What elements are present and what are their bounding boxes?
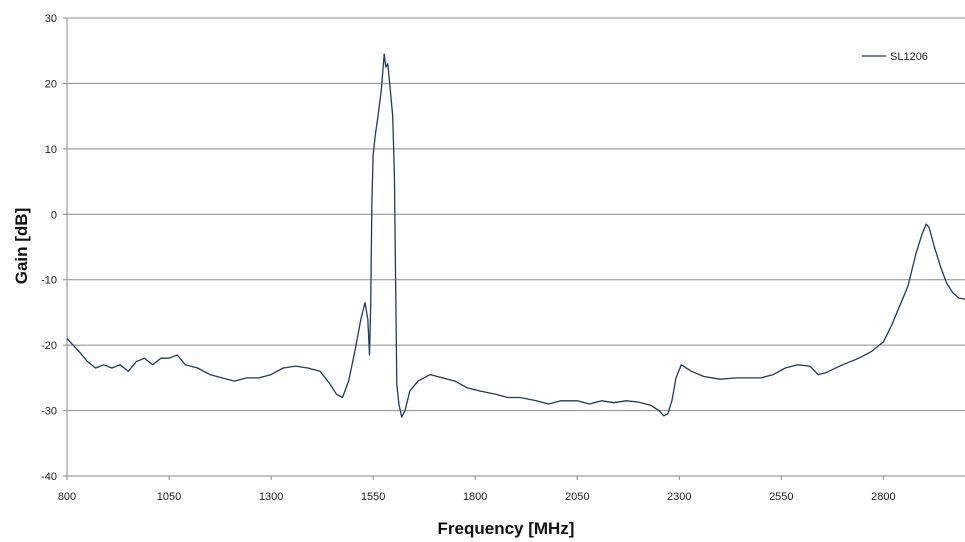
y-tick-label: 30 <box>45 13 57 25</box>
y-axis-title: Gain [dB] <box>12 208 31 285</box>
x-tick-label: 2550 <box>769 491 793 503</box>
y-tick-label: -40 <box>41 471 57 483</box>
y-tick-label: -10 <box>41 275 57 287</box>
y-tick-label: 0 <box>51 209 57 221</box>
x-tick-label: 1550 <box>361 491 385 503</box>
x-tick-label: 2050 <box>565 491 589 503</box>
y-tick-label: -20 <box>41 340 57 352</box>
x-tick-label: 1050 <box>157 491 181 503</box>
y-tick-label: 20 <box>45 78 57 90</box>
legend-label-sl1206: SL1206 <box>890 51 928 63</box>
x-tick-label: 800 <box>58 491 76 503</box>
series-line-sl1206 <box>66 53 965 418</box>
x-axis-ticks: 800 1050 1300 1550 1800 2050 2300 2550 2800 <box>58 476 896 503</box>
x-tick-label: 2800 <box>871 491 895 503</box>
gridlines <box>67 17 965 412</box>
x-tick-label: 1300 <box>259 491 283 503</box>
y-tick-label: -30 <box>41 406 57 418</box>
x-axis-title: Frequency [MHz] <box>438 519 575 538</box>
series-layer <box>66 53 965 418</box>
x-tick-label: 2300 <box>667 491 691 503</box>
x-tick-label: 1800 <box>463 491 487 503</box>
y-axis-ticks: 30 20 10 0 -10 -20 -30 -40 <box>41 13 67 483</box>
y-tick-label: 10 <box>45 144 57 156</box>
legend: SL1206 <box>862 51 928 63</box>
